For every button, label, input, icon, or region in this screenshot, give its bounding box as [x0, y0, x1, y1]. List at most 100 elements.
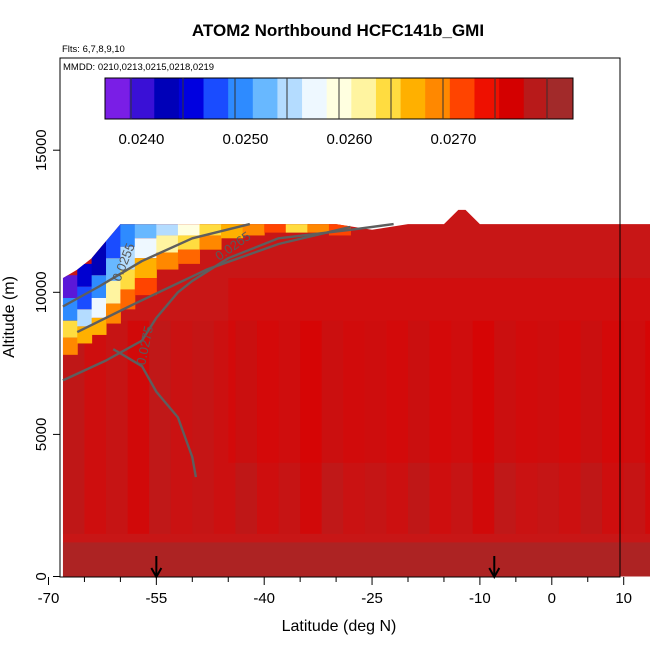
- curtain-cell: [120, 224, 136, 247]
- dates-label: MMDD: 0210,0213,0215,0218,0219: [63, 62, 214, 73]
- curtain-cell: [242, 224, 265, 236]
- y-tick-label: 15000: [33, 129, 50, 171]
- curtain-band: [84, 320, 107, 534]
- curtain-cell: [134, 278, 157, 296]
- curtain-band: [494, 320, 516, 534]
- contour-line: [62, 222, 394, 382]
- curtain-band: [602, 320, 624, 534]
- x-tick-label: -40: [253, 590, 275, 607]
- curtain-cell: [120, 269, 136, 290]
- colorbar-swatch: [277, 78, 303, 119]
- profile-arrow-head: [150, 567, 163, 580]
- colorbar-swatch: [548, 78, 574, 119]
- curtain-cell: [134, 238, 157, 259]
- curtain-band: [343, 320, 365, 534]
- curtain-cell: [91, 297, 107, 318]
- curtain-band: [127, 320, 150, 534]
- colorbar-swatch: [302, 78, 328, 119]
- curtain-cell: [77, 263, 93, 287]
- curtain-band: [408, 320, 430, 534]
- curtain-cell: [199, 224, 222, 236]
- curtain-band: [386, 320, 408, 534]
- curtain-cell: [62, 320, 78, 338]
- curtain-band: [580, 320, 603, 534]
- curtain-cell: [156, 224, 179, 236]
- curtain-surface-band: [62, 542, 650, 577]
- curtain-cell: [62, 337, 78, 355]
- curtain-band: [321, 320, 344, 534]
- curtain-band: [192, 320, 214, 534]
- curtain-cell: [199, 235, 222, 250]
- contour-line: [62, 222, 251, 308]
- curtain-band: [537, 320, 559, 534]
- curtain-cell: [134, 224, 157, 239]
- curtain-cell: [120, 246, 136, 270]
- curtain-band: [106, 320, 128, 534]
- colorbar-swatch: [228, 78, 254, 119]
- x-tick-label: -55: [146, 590, 168, 607]
- x-tick-label: -10: [469, 590, 491, 607]
- curtain-band: [429, 320, 452, 534]
- flights-label: Flts: 6,7,8,9,10: [62, 44, 125, 55]
- y-tick-label: 5000: [33, 418, 50, 451]
- curtain-band: [257, 320, 279, 534]
- profile-arrow-head: [488, 567, 501, 580]
- curtain-band: [515, 320, 538, 534]
- colorbar-swatch: [351, 78, 377, 119]
- colorbar-swatch: [400, 78, 426, 119]
- curtain-cell: [307, 224, 330, 233]
- colorbar-swatch: [252, 78, 278, 119]
- x-tick-label: -70: [38, 590, 60, 607]
- colorbar: 0.0240 0.0250 0.0260 0.0270: [104, 77, 574, 148]
- x-tick-label: 0: [548, 590, 556, 607]
- curtain-cell: [106, 280, 121, 304]
- curtain-band: [472, 320, 495, 534]
- y-axis-label: Altitude (m): [1, 276, 18, 358]
- chart-title: ATOM2 Northbound HCFC141b_GMI: [192, 21, 484, 40]
- colorbar-tick-label: 0.0250: [222, 131, 268, 148]
- y-tick-label: 0: [33, 572, 50, 580]
- colorbar-swatch: [154, 78, 180, 119]
- contour-line: [76, 225, 351, 334]
- plot-frame: [59, 57, 621, 578]
- colorbar-swatch: [129, 78, 155, 119]
- colorbar-swatch: [375, 78, 401, 119]
- colorbar-tick-label: 0.0270: [430, 131, 476, 148]
- colorbar-swatch: [499, 78, 525, 119]
- curtain-cell: [264, 224, 287, 233]
- concentration-curtain: [62, 209, 650, 577]
- curtain-cell: [77, 309, 93, 327]
- curtain-cell: [91, 241, 107, 276]
- colorbar-swatch: [425, 78, 451, 119]
- curtain-cell: [177, 224, 200, 236]
- colorbar-swatch: [474, 78, 500, 119]
- curtain-band: [235, 320, 258, 534]
- curtain-midband: [228, 278, 650, 463]
- curtain-band: [645, 320, 650, 534]
- axes: -70-55-40-25-100102030405060708005000100…: [33, 129, 632, 607]
- colorbar-swatch: [449, 78, 475, 119]
- colorbar-swatch: [105, 78, 131, 119]
- profile-arrows: [150, 556, 501, 580]
- curtain-band: [278, 320, 301, 534]
- curtain-cell: [177, 249, 200, 264]
- curtain-cell: [177, 235, 200, 250]
- curtain-cell: [134, 258, 157, 279]
- contour-line: [112, 348, 198, 478]
- curtain-band: [213, 320, 236, 534]
- x-axis-label: Latitude (deg N): [282, 618, 397, 635]
- curtain-band: [300, 320, 322, 534]
- colorbar-tick-label: 0.0240: [118, 131, 164, 148]
- curtain-cell: [285, 224, 308, 233]
- x-tick-label: 10: [615, 590, 632, 607]
- colorbar-swatch: [523, 78, 549, 119]
- curtain-band: [364, 320, 387, 534]
- curtain-band: [558, 320, 581, 534]
- curtain-cell: [62, 275, 78, 298]
- curtain-cell: [156, 252, 179, 270]
- curtain-band: [451, 320, 473, 534]
- y-tick-label: 10000: [33, 271, 50, 313]
